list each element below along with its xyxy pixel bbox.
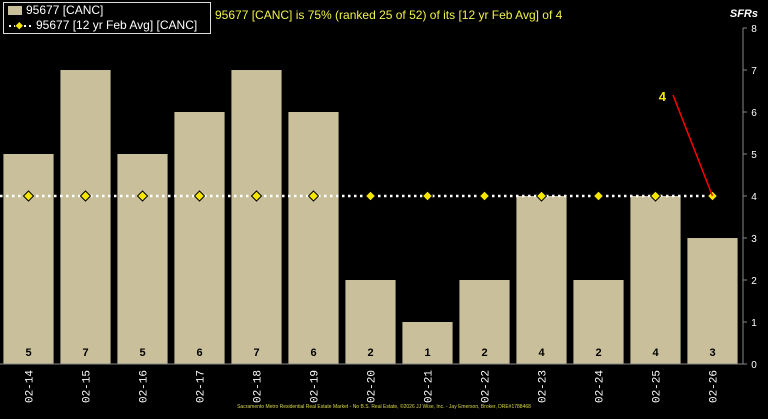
bar-02-25: [630, 196, 681, 364]
bar-02-23: [516, 196, 567, 364]
x-tick-label-02-24: 02-24: [595, 370, 607, 403]
x-tick-label-02-20: 02-20: [367, 370, 379, 403]
average-line-swatch: [9, 20, 33, 31]
y-tick-label-0: 0: [751, 360, 757, 371]
average-marker-02-22: [478, 190, 491, 202]
bar-02-24: [573, 280, 624, 364]
average-marker-02-19: [307, 190, 320, 202]
x-tick-label-02-15: 02-15: [82, 370, 94, 403]
bar-swatch: [8, 6, 22, 15]
callout-leader-line: [672, 94, 714, 197]
legend-item-bars: 95677 [CANC]: [4, 3, 210, 18]
bar-02-22: [459, 280, 510, 364]
y-tick-label-6: 6: [751, 108, 757, 119]
average-marker-02-15: [79, 190, 92, 202]
bar-02-21: [402, 322, 453, 364]
average-marker-02-18: [250, 190, 263, 202]
chart-title: 95677 [CANC] is 75% (ranked 25 of 52) of…: [215, 8, 563, 22]
x-tick-label-02-23: 02-23: [538, 370, 550, 403]
y-axis-unit: SFRs: [729, 8, 758, 20]
bar-value-label-02-18: 7: [253, 347, 259, 359]
legend-line-label: 95677 [12 yr Feb Avg] [CANC]: [36, 18, 198, 32]
x-tick-label-02-14: 02-14: [25, 370, 37, 403]
y-tick-label-1: 1: [751, 318, 757, 329]
average-marker-02-17: [193, 190, 206, 202]
bar-02-16: [117, 154, 168, 364]
y-tick-label-2: 2: [751, 276, 757, 287]
x-tick-label-02-17: 02-17: [196, 370, 208, 403]
x-tick-label-02-16: 02-16: [139, 370, 151, 403]
average-marker-02-20: [364, 190, 377, 202]
y-tick-label-3: 3: [751, 234, 757, 245]
bar-02-14: [3, 154, 54, 364]
average-marker-02-24: [592, 190, 605, 202]
bar-02-20: [345, 280, 396, 364]
y-tick-label-8: 8: [751, 24, 757, 35]
bar-value-label-02-23: 4: [538, 347, 545, 359]
bar-02-17: [174, 112, 225, 364]
average-marker-02-21: [421, 190, 434, 202]
legend: 95677 [CANC] 95677 [12 yr Feb Avg] [CANC…: [3, 2, 211, 34]
x-tick-label-02-22: 02-22: [481, 370, 493, 403]
bar-value-label-02-19: 6: [310, 347, 316, 359]
bar-value-label-02-17: 6: [196, 347, 202, 359]
bar-02-18: [231, 70, 282, 364]
bar-value-label-02-25: 4: [652, 347, 659, 359]
x-tick-label-02-19: 02-19: [310, 370, 322, 403]
bar-02-19: [288, 112, 339, 364]
y-tick-label-4: 4: [751, 192, 757, 203]
legend-item-average: 95677 [12 yr Feb Avg] [CANC]: [4, 18, 210, 33]
average-marker-02-23: [535, 190, 548, 202]
average-marker-02-14: [22, 190, 35, 202]
bar-value-label-02-15: 7: [82, 347, 88, 359]
average-marker-02-16: [136, 190, 149, 202]
bar-value-label-02-16: 5: [139, 347, 145, 359]
average-marker-02-25: [649, 190, 662, 202]
x-tick-label-02-26: 02-26: [709, 370, 721, 403]
bar-value-label-02-20: 2: [367, 347, 373, 359]
bar-02-26: [687, 238, 738, 364]
x-tick-label-02-21: 02-21: [424, 370, 436, 403]
bar-value-label-02-22: 2: [481, 347, 487, 359]
callout-label: 4: [659, 89, 667, 104]
x-tick-label-02-18: 02-18: [253, 370, 265, 403]
bar-value-label-02-21: 1: [424, 347, 430, 359]
x-tick-label-02-25: 02-25: [652, 370, 664, 403]
legend-bar-label: 95677 [CANC]: [26, 3, 104, 17]
bar-02-15: [60, 70, 111, 364]
bar-value-label-02-14: 5: [25, 347, 31, 359]
y-tick-label-5: 5: [751, 150, 757, 161]
footer-credit: Sacramento Metro Residential Real Estate…: [237, 404, 531, 410]
bar-value-label-02-26: 3: [709, 347, 715, 359]
y-tick-label-7: 7: [751, 66, 757, 77]
bar-value-label-02-24: 2: [595, 347, 601, 359]
